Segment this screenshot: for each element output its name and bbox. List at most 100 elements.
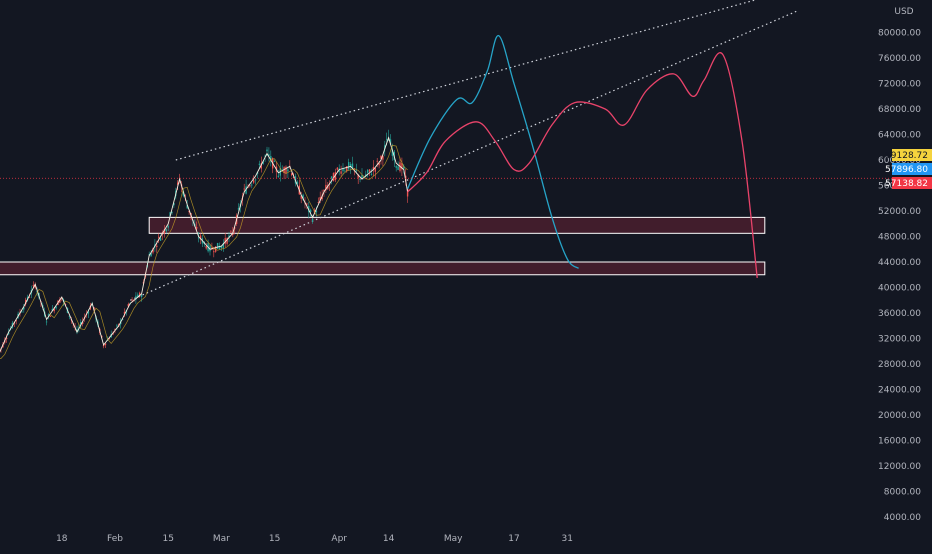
candle-body [310, 209, 312, 213]
candle-body [378, 162, 380, 166]
candle-body [370, 173, 373, 175]
candle-body [15, 320, 17, 322]
candle-body [401, 162, 403, 170]
candle-body [264, 155, 266, 157]
candle-body [262, 161, 264, 164]
candle-body [196, 227, 198, 229]
y-tick-label: 76000.00 [878, 54, 921, 64]
y-tick-label: 24000.00 [878, 386, 921, 396]
y-tick-label: 68000.00 [878, 105, 921, 115]
candle-body [237, 208, 240, 210]
candle-body [158, 236, 160, 238]
candle-body [21, 311, 23, 313]
candle-body [108, 338, 110, 340]
candle-body [287, 169, 289, 172]
candle-body [344, 170, 346, 172]
price-tag-label: 57138.82 [885, 179, 928, 189]
candle-body [205, 245, 207, 249]
candle-body [285, 166, 287, 174]
candle-body [336, 167, 338, 170]
candle-body [218, 246, 221, 249]
candle-body [186, 205, 188, 209]
price-tag: 59128.72 [885, 149, 932, 161]
candle-body [389, 139, 392, 145]
candle-body [150, 252, 152, 257]
x-tick-label: 14 [383, 534, 395, 544]
candle-body [121, 319, 124, 321]
candle-body [163, 229, 166, 234]
candle-body [82, 321, 84, 324]
moving-average-line [0, 136, 409, 353]
candle-body [266, 149, 268, 152]
price-tag-label: 59128.72 [885, 151, 928, 161]
candle-body [382, 156, 384, 160]
candle-body [334, 172, 337, 181]
candle-body [251, 184, 253, 186]
y-tick-label: 16000.00 [878, 437, 921, 447]
candle-body [376, 160, 378, 162]
y-tick-label: 28000.00 [878, 360, 921, 370]
candle-body [199, 235, 202, 240]
candle-body [361, 175, 363, 179]
candle-body [315, 210, 318, 213]
candle-body [386, 138, 388, 140]
support-zone-1[interactable] [148, 216, 766, 234]
candle-body [302, 194, 304, 200]
candle-body [177, 182, 179, 185]
candle-body [292, 176, 295, 179]
candle-body [306, 203, 308, 205]
candle-body [104, 343, 107, 346]
candle-body [253, 180, 255, 183]
projection-line-2[interactable] [407, 52, 758, 278]
x-axis[interactable]: 18 Feb 15 Mar 15 Apr 14 May 17 31 [56, 534, 573, 544]
candle-body [59, 299, 61, 303]
candle-body [216, 243, 219, 249]
candle-body [228, 235, 230, 238]
candle-body [156, 245, 158, 248]
x-tick-label: May [444, 534, 463, 544]
candle-body [53, 308, 55, 312]
candle-body [188, 210, 190, 212]
candle-body [355, 170, 357, 172]
candle-body [258, 163, 261, 165]
support-zone-2[interactable] [0, 261, 766, 276]
candle-body [346, 166, 348, 172]
candle-body [359, 178, 361, 180]
y-tick-label: 48000.00 [878, 233, 921, 243]
candle-body [283, 167, 285, 174]
candle-body [213, 251, 215, 253]
candle-body [323, 189, 325, 192]
x-tick-label: 17 [508, 534, 519, 544]
projection-layer [407, 35, 758, 278]
candle-body [254, 179, 257, 181]
y-tick-label: 8000.00 [884, 488, 921, 498]
y-tick-label: 12000.00 [878, 462, 921, 472]
candle-body [245, 186, 247, 194]
candle-body [167, 225, 169, 228]
candle-body [340, 171, 342, 174]
candle-body [351, 163, 354, 169]
projection-line-1[interactable] [407, 35, 580, 269]
candle-body [357, 174, 359, 178]
candle-body [135, 295, 137, 300]
candle-body [139, 292, 141, 297]
candle-body [395, 166, 397, 168]
candle-body [249, 185, 251, 187]
candle-body [45, 321, 48, 323]
candle-body [140, 294, 143, 298]
candle-body [348, 162, 350, 170]
y-tick-label: 32000.00 [878, 335, 921, 345]
candle-body [49, 315, 52, 317]
candle-body [197, 237, 200, 239]
candle-body [349, 164, 352, 167]
candle-body [171, 212, 173, 214]
candle-body [137, 294, 139, 298]
candle-body [277, 175, 280, 177]
candle-body [7, 332, 10, 335]
y-tick-label: 20000.00 [878, 411, 921, 421]
candle-body [391, 149, 394, 156]
candle-body [173, 203, 175, 206]
candle-body [165, 229, 167, 232]
